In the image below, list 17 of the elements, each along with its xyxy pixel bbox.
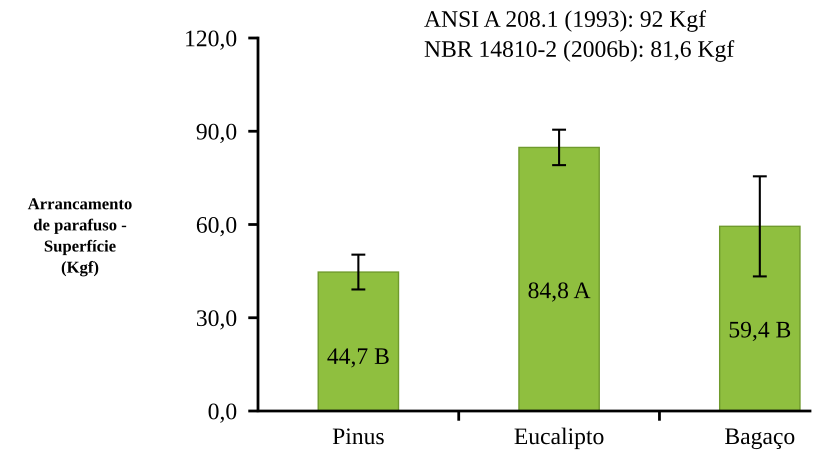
y-axis-title: Arrancamento de parafuso - Superfície (Kgf) [28, 198, 132, 276]
y-tick-label: 30,0 [196, 310, 236, 330]
bar [318, 271, 400, 411]
y-tick-label: 0,0 [208, 403, 236, 423]
x-tick-label: Bagaço [725, 428, 794, 450]
x-tick-label: Pinus [332, 428, 384, 444]
data-label: 44,7 B [327, 348, 389, 368]
bar [518, 146, 600, 411]
text: ANSI A 208.1 (1993): 92 Kgf [424, 10, 706, 32]
annotation: NBR 14810-2 (2006b): 81,6 Kgf [424, 40, 734, 62]
y-tick-label: 120,0 [186, 30, 236, 50]
data-label: 84,8 A [528, 282, 590, 302]
data-label: 59,4 B [730, 322, 790, 342]
x-tick-label: Eucalipto [514, 428, 604, 450]
bar [718, 226, 801, 411]
y-tick-label: 60,0 [196, 216, 236, 236]
y-tick-label: 90,0 [196, 124, 236, 144]
